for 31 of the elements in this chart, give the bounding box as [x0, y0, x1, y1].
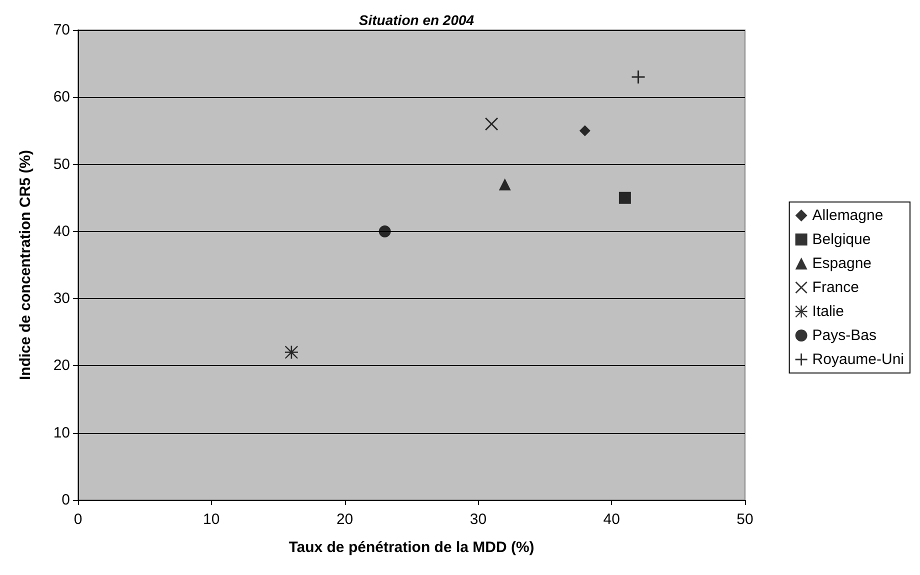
- x-tick-label: 20: [336, 511, 354, 528]
- y-tick-label: 40: [53, 222, 70, 240]
- point: [579, 125, 590, 136]
- point: [618, 192, 631, 204]
- legend-label: France: [812, 279, 859, 296]
- point: [485, 118, 498, 130]
- x-tick-label: 40: [603, 511, 620, 528]
- y-tick-label: 0: [62, 492, 70, 508]
- y-tick-label: 10: [53, 424, 70, 442]
- legend-label: Pays-Bas: [812, 327, 877, 344]
- point: [632, 70, 645, 84]
- point: [498, 178, 511, 190]
- legend-label: Espagne: [812, 255, 872, 272]
- point: [378, 225, 391, 238]
- legend-label: Royaume-Uni: [812, 351, 904, 368]
- y-tick-label: 50: [53, 156, 70, 173]
- y-axis-title: Indice de concentration CR5 (%): [17, 150, 34, 380]
- x-axis-title: Taux de pénétration de la MDD (%): [288, 539, 534, 556]
- x-tick-label: 0: [74, 511, 82, 528]
- point: [284, 346, 298, 359]
- y-tick-label: 60: [53, 88, 70, 106]
- legend-label: Belgique: [812, 231, 871, 248]
- x-tick-label: 10: [203, 511, 220, 528]
- chart-title: Situation en 2004: [358, 12, 474, 28]
- legend-label: Allemagne: [812, 207, 884, 224]
- x-tick-label: 30: [470, 511, 487, 528]
- y-tick-label: 20: [53, 357, 70, 374]
- x-tick-label: 50: [736, 511, 754, 528]
- y-tick-label: 30: [53, 290, 70, 308]
- legend-label: Italie: [812, 303, 844, 320]
- y-tick-label: 70: [53, 22, 70, 38]
